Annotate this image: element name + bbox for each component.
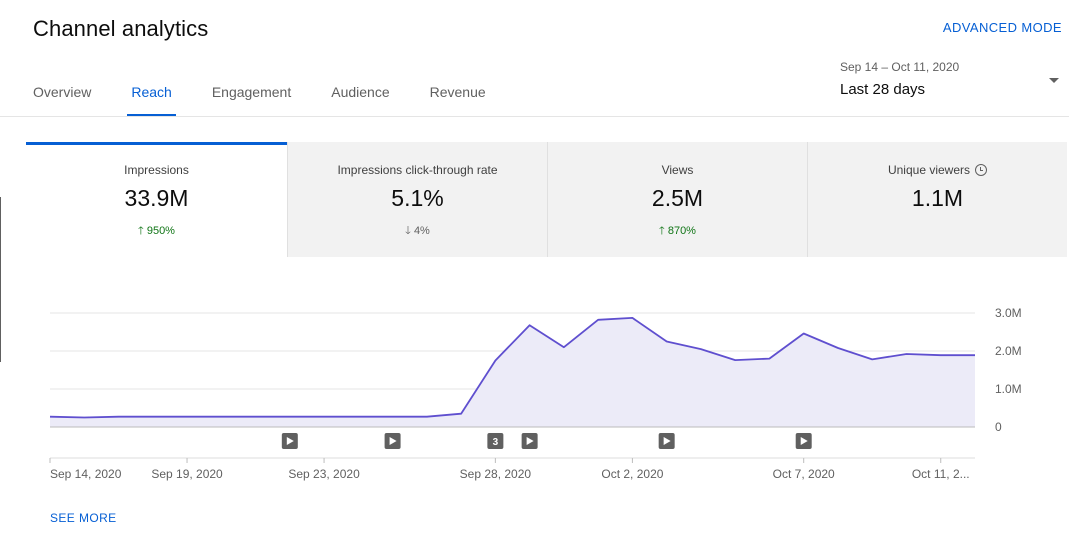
tab-audience[interactable]: Audience (331, 84, 390, 100)
left-edge-rule (0, 197, 1, 362)
metric-change: 🡓 4% (288, 222, 547, 241)
x-tick-label: Oct 2, 2020 (601, 467, 663, 481)
date-range-picker[interactable]: Sep 14 – Oct 11, 2020 Last 28 days (840, 60, 1065, 104)
video-count-label: 3 (493, 437, 499, 448)
x-tick-label: Sep 28, 2020 (460, 467, 532, 481)
page-title: Channel analytics (33, 16, 209, 41)
arrow-down-icon: 🡓 (405, 225, 411, 237)
play-icon (663, 437, 671, 445)
tab-reach[interactable]: Reach (111, 72, 191, 117)
clock-icon (975, 164, 988, 176)
video-count-marker (487, 433, 504, 449)
metric-label: Impressions click-through rate (337, 163, 498, 177)
y-tick-label: 2.0M (995, 344, 1022, 358)
play-icon (389, 437, 397, 445)
metric-card-ctr[interactable]: Impressions click-through rate 5.1% 🡓 4% (287, 142, 547, 257)
metric-value: 33.9M (124, 185, 189, 211)
series-line (49, 316, 975, 419)
metric-change: 🡑 950% (26, 222, 287, 241)
date-period-text: Last 28 days (840, 81, 926, 98)
y-tick-label: 1.0M (995, 382, 1022, 396)
play-icon (526, 437, 534, 445)
date-range-text: Sep 14 – Oct 11, 2020 (840, 60, 960, 74)
tab-engagement[interactable]: Engagement (211, 84, 292, 100)
y-tick-label: 0 (995, 420, 1002, 434)
x-tick-label: Oct 11, 2... (912, 467, 970, 481)
metric-label: Views (661, 163, 694, 177)
advanced-mode-button[interactable]: ADVANCED MODE (942, 20, 1062, 35)
x-tick-label: Sep 14, 2020 (50, 467, 122, 481)
play-icon (800, 437, 808, 445)
x-tick-label: Sep 19, 2020 (151, 467, 223, 481)
header-divider (0, 116, 1069, 117)
metric-label: Impressions (124, 163, 189, 177)
metric-change-value: 4% (413, 225, 430, 237)
metric-change-value: 950% (146, 225, 175, 237)
dropdown-arrow-icon[interactable] (1049, 78, 1059, 83)
metric-value: 5.1% (391, 185, 444, 211)
metric-value: 1.1M (911, 185, 964, 211)
metric-card-views[interactable]: Views 2.5M 🡑 870% (547, 142, 807, 257)
metric-cards: Impressions 33.9M 🡑 950% Impressions cli… (26, 142, 1069, 257)
y-tick-label: 3.0M (995, 306, 1022, 320)
tab-bar: Overview Reach Engagement Audience Reven… (13, 72, 506, 117)
tab-overview[interactable]: Overview (33, 84, 92, 100)
play-icon (286, 437, 294, 445)
metric-label-text: Unique viewers (887, 163, 971, 177)
x-tick-label: Oct 7, 2020 (773, 467, 835, 481)
metric-card-unique-viewers[interactable]: Unique viewers 1.1M (807, 142, 1067, 257)
x-tick-label: Sep 23, 2020 (288, 467, 360, 481)
see-more-link[interactable]: SEE MORE (50, 511, 117, 525)
metric-card-impressions[interactable]: Impressions 33.9M 🡑 950% (26, 142, 287, 257)
metric-change: 🡑 870% (548, 222, 807, 241)
arrow-up-icon: 🡑 (138, 225, 144, 237)
tab-revenue[interactable]: Revenue (429, 84, 486, 100)
arrow-up-icon: 🡑 (659, 225, 665, 237)
series-area (50, 317, 975, 427)
metric-change-value: 870% (667, 225, 696, 237)
metric-value: 2.5M (651, 185, 704, 211)
impressions-chart: 0 1.0M 2.0M 3.0M 3 Sep 14, 2020 Sep 19, 2020 Se… (49, 306, 1022, 481)
metric-label: Unique viewers (808, 163, 1067, 177)
